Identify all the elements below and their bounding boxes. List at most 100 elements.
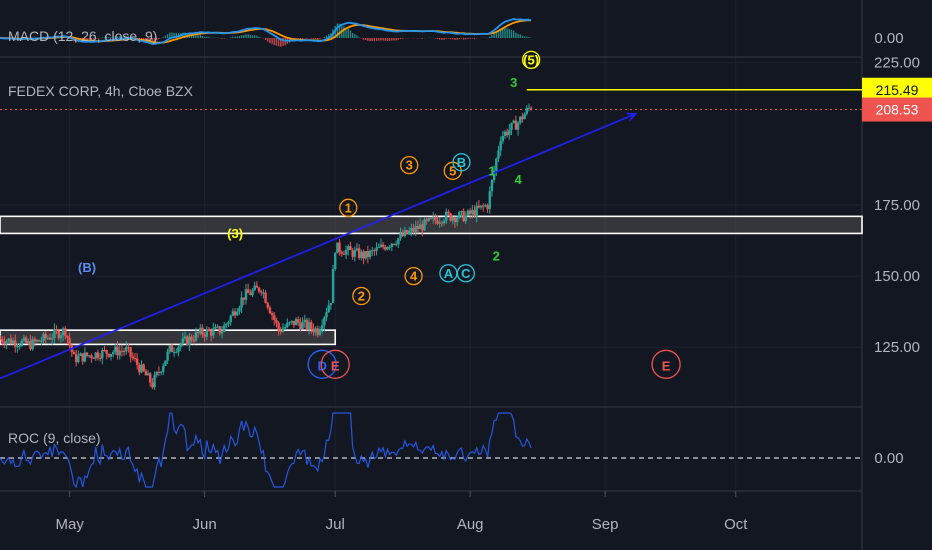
wave-label: 2	[358, 289, 365, 304]
candle-body	[111, 352, 115, 354]
candle-body	[275, 319, 278, 323]
candle-body	[233, 311, 237, 316]
candle-body	[157, 371, 161, 373]
candle-body	[273, 315, 276, 320]
time-axis-tick-label: Aug	[457, 516, 484, 533]
price-pane[interactable]: (B)(3)(5)12345ABC1234DEE FEDEX CORP, 4h,…	[0, 50, 863, 390]
wave-label-circle	[651, 349, 681, 379]
candle-body	[403, 230, 407, 237]
candle-body	[114, 346, 117, 353]
time-axis-tick-label: Oct	[724, 516, 748, 533]
candle-body	[125, 346, 128, 352]
candle-body	[35, 339, 39, 342]
candle-body	[320, 325, 324, 330]
candle-body	[22, 337, 26, 341]
roc-line	[0, 412, 532, 489]
wave-label-circle	[521, 50, 541, 69]
candle-body	[212, 328, 215, 336]
trendline[interactable]	[0, 113, 636, 380]
candle-body	[277, 322, 280, 331]
candle-body	[331, 269, 335, 304]
candle-body	[519, 116, 522, 123]
candle-body	[305, 319, 309, 329]
price-tag	[862, 97, 932, 122]
candle-body	[286, 322, 289, 328]
candle-body	[260, 291, 263, 293]
candle-body	[262, 292, 265, 294]
candle-body	[85, 352, 89, 356]
candle-body	[225, 323, 228, 326]
candle-body	[90, 355, 93, 358]
candle-body	[168, 345, 171, 352]
candle-body	[164, 360, 167, 366]
candle-body	[83, 352, 87, 362]
support-zones	[0, 215, 863, 346]
candle-body	[405, 230, 409, 234]
candle-body	[421, 224, 424, 231]
time-axis-tick-label: Jul	[326, 516, 345, 533]
candle-body	[223, 325, 226, 332]
candle-body	[416, 226, 420, 229]
candle-body	[414, 226, 417, 232]
time-axis[interactable]: May Jun Jul Aug Sep Oct	[55, 491, 748, 533]
candle-body	[344, 249, 348, 255]
candle-body	[390, 243, 394, 247]
candle-body	[40, 340, 43, 342]
candle-body	[438, 222, 441, 224]
wave-label: 3	[510, 75, 517, 90]
candle-body	[249, 293, 252, 295]
candle-body	[453, 217, 457, 223]
price-tag-label: 208.53	[876, 102, 919, 118]
candle-body	[351, 250, 354, 257]
candle-body	[362, 251, 365, 259]
candle-body	[146, 373, 150, 376]
candle-body	[505, 131, 509, 136]
candle-body	[109, 353, 113, 357]
candle-body	[9, 338, 13, 344]
candle-body	[336, 242, 339, 254]
price-axis[interactable]: 225.00 175.00 150.00 125.00 0.00 0.00	[874, 30, 920, 467]
candle-body	[425, 219, 428, 221]
candle-body	[240, 297, 243, 308]
candle-body	[349, 246, 352, 251]
candle-body	[101, 349, 104, 359]
macd-pane-title: MACD (12, 26, close, 9)	[8, 28, 157, 44]
candle-body	[460, 210, 463, 213]
candle-body	[199, 327, 202, 334]
price-axis-tick-label: 125.00	[874, 339, 920, 356]
candle-body	[353, 250, 357, 257]
roc-pane[interactable]: ROC (9, close)	[0, 412, 862, 489]
candle-body	[133, 358, 137, 360]
price-tags: 215.49 208.53	[862, 77, 932, 122]
candle-body	[103, 349, 106, 351]
candle-body	[186, 336, 189, 346]
candle-body	[209, 330, 213, 336]
candle-body	[266, 302, 269, 308]
wave-label: B	[457, 155, 466, 170]
macd-pane[interactable]: MACD (12, 26, close, 9)	[0, 18, 532, 47]
candle-body	[379, 244, 383, 247]
candle-body	[148, 373, 152, 383]
candle-body	[122, 351, 126, 353]
candle-body	[451, 217, 454, 221]
support-zone[interactable]	[0, 329, 337, 346]
candle-body	[364, 251, 367, 259]
candle-body	[81, 353, 84, 362]
candle-body	[314, 328, 317, 333]
candle-body	[16, 346, 19, 348]
roc-pane-title: ROC (9, close)	[8, 430, 101, 446]
candle-body	[462, 210, 465, 222]
candle-body	[499, 141, 502, 151]
candle-body	[37, 339, 41, 342]
candle-body	[166, 351, 169, 361]
candle-body	[74, 354, 78, 363]
wave-label-circle	[307, 349, 337, 379]
candle-body	[512, 120, 515, 123]
candle-body	[214, 326, 217, 329]
candle-body	[334, 253, 337, 270]
support-zone[interactable]	[0, 215, 863, 235]
candle-body	[449, 213, 452, 221]
candle-body	[18, 345, 21, 347]
candle-body	[242, 297, 245, 300]
